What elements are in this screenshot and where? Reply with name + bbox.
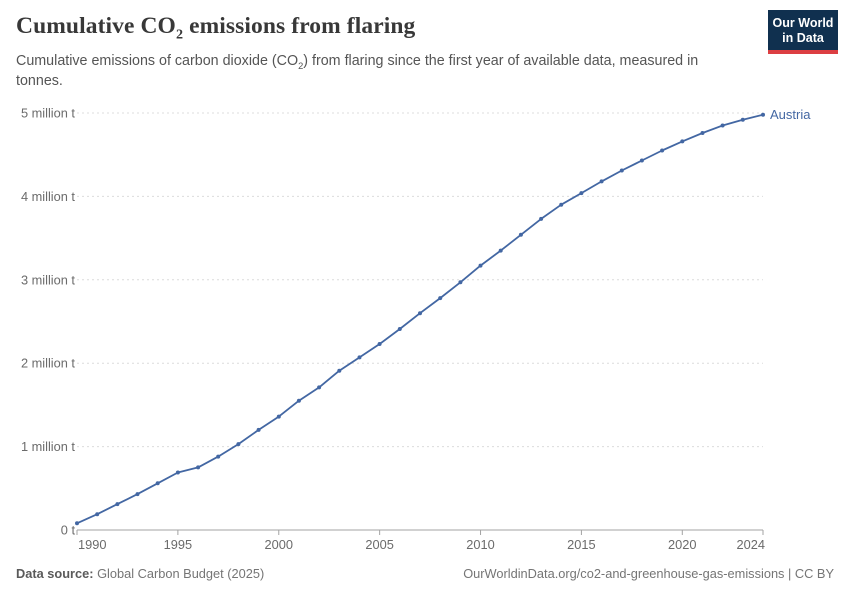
data-point <box>599 179 604 184</box>
data-point <box>619 168 624 173</box>
title-text: Cumulative CO <box>16 13 176 39</box>
x-tick-label: 2015 <box>567 537 595 552</box>
data-point <box>216 454 221 459</box>
subtitle-text-end: ) from flaring since the first year of a… <box>303 53 699 69</box>
x-tick-label: 1995 <box>164 537 192 552</box>
y-tick-label: 0 t <box>61 523 76 538</box>
data-point <box>196 465 201 470</box>
data-point <box>75 521 79 526</box>
owid-url-link[interactable]: OurWorldinData.org/co2-and-greenhouse-ga… <box>463 566 834 581</box>
data-point <box>438 296 443 301</box>
data-point <box>559 202 564 207</box>
series-label-austria: Austria <box>770 106 811 122</box>
data-source: Data source: Global Carbon Budget (2025) <box>16 566 264 581</box>
data-point <box>276 414 281 419</box>
data-point <box>680 139 685 144</box>
data-point <box>155 481 160 486</box>
data-point <box>700 131 705 135</box>
data-source-value: Global Carbon Budget (2025) <box>93 566 265 581</box>
chart-footer: Data source: Global Carbon Budget (2025)… <box>16 566 834 581</box>
x-tick-label: 2005 <box>365 537 393 552</box>
data-point <box>95 512 100 517</box>
data-point <box>115 502 120 507</box>
data-point <box>498 248 503 253</box>
title-text-end: emissions from flaring <box>183 13 416 39</box>
x-tick-label: 2020 <box>668 537 696 552</box>
data-point <box>256 427 261 432</box>
x-tick-label: 2010 <box>466 537 494 552</box>
y-tick-label: 2 million t <box>21 356 75 371</box>
title-subscript: 2 <box>175 26 184 43</box>
owid-logo-line1: Our World <box>772 16 834 30</box>
data-point <box>720 123 725 128</box>
data-line-austria <box>76 113 764 525</box>
data-point <box>518 232 523 237</box>
data-point <box>317 385 322 390</box>
data-point <box>478 263 483 268</box>
x-tick-label: 1990 <box>78 537 106 552</box>
subtitle-line2: tonnes. <box>16 73 63 90</box>
data-point <box>458 280 463 285</box>
subtitle-text: Cumulative emissions of carbon dioxide (… <box>16 53 299 69</box>
chart-subtitle: Cumulative emissions of carbon dioxide (… <box>16 51 698 91</box>
data-point <box>175 470 180 475</box>
x-tick-label: 2000 <box>265 537 293 552</box>
owid-logo[interactable]: Our World in Data <box>768 10 838 54</box>
x-tick-label: 2024 <box>737 537 765 552</box>
data-point <box>236 442 241 447</box>
data-point <box>579 191 584 196</box>
data-point <box>135 492 140 497</box>
subtitle-subscript: 2 <box>298 60 304 71</box>
owid-logo-line2: in Data <box>782 30 824 45</box>
data-point <box>740 117 745 122</box>
data-point <box>639 158 644 163</box>
data-point <box>377 342 382 346</box>
page-title: Cumulative CO2 emissions from flaring <box>16 13 416 43</box>
data-point <box>337 368 342 373</box>
data-point <box>397 327 402 331</box>
y-tick-label: 4 million t <box>21 189 75 204</box>
y-tick-label: 1 million t <box>21 439 75 454</box>
data-point <box>418 311 422 316</box>
data-point <box>660 148 665 153</box>
y-tick-label: 5 million t <box>21 106 75 121</box>
data-point <box>761 112 765 117</box>
y-tick-label: 3 million t <box>21 272 75 287</box>
data-point <box>357 355 362 360</box>
data-source-label: Data source: <box>16 566 94 581</box>
data-point <box>539 216 544 221</box>
data-point <box>296 398 301 403</box>
